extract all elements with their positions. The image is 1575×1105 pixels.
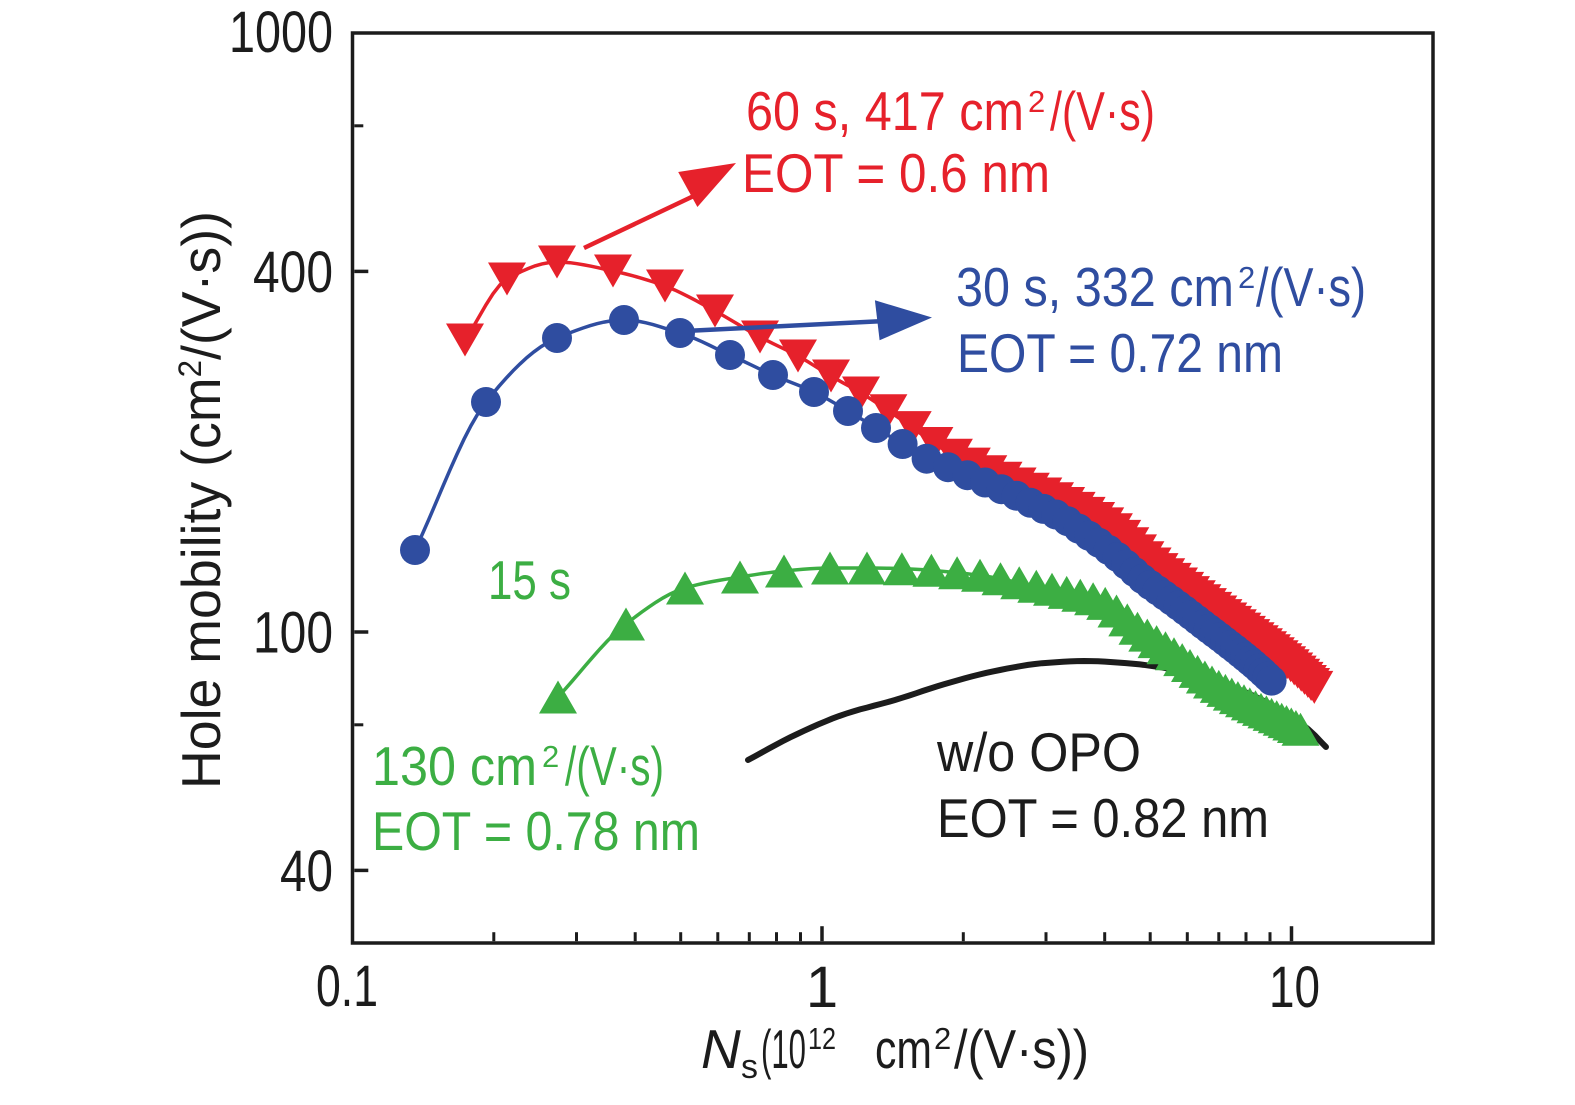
svg-text:EOT = 0.72 nm: EOT = 0.72 nm [957, 322, 1283, 384]
svg-text:N: N [701, 1018, 741, 1080]
svg-text:40: 40 [280, 839, 333, 904]
svg-text:12: 12 [808, 1021, 836, 1056]
svg-text:EOT = 0.78 nm: EOT = 0.78 nm [372, 800, 700, 862]
svg-text:30 s, 332 cm: 30 s, 332 cm [956, 256, 1234, 318]
svg-text:/(V·s): /(V·s) [1256, 256, 1366, 318]
svg-text:1000: 1000 [229, 0, 333, 65]
svg-text:400: 400 [253, 240, 333, 305]
svg-text:s: s [741, 1048, 758, 1086]
svg-text:EOT = 0.82 nm: EOT = 0.82 nm [937, 787, 1269, 849]
svg-text:1: 1 [806, 955, 838, 1020]
svg-text:/(V·s): /(V·s) [565, 735, 664, 797]
svg-text:2: 2 [542, 739, 559, 774]
svg-text:15 s: 15 s [488, 549, 571, 611]
svg-text:0.1: 0.1 [316, 954, 378, 1019]
svg-text:2: 2 [1028, 84, 1045, 119]
svg-text:/(V·s): /(V·s) [1050, 80, 1155, 142]
svg-text:130 cm: 130 cm [372, 735, 537, 797]
svg-text:2: 2 [1238, 260, 1255, 295]
svg-text:(10: (10 [761, 1018, 806, 1080]
svg-text:60 s, 417 cm: 60 s, 417 cm [746, 80, 1024, 142]
svg-text:100: 100 [253, 601, 333, 666]
svg-text:EOT = 0.6 nm: EOT = 0.6 nm [742, 142, 1050, 204]
svg-text:cm: cm [875, 1018, 932, 1080]
svg-text:2: 2 [934, 1021, 951, 1056]
svg-text:w/o OPO: w/o OPO [936, 721, 1141, 783]
svg-text:Hole mobility (cm2/(V·s)): Hole mobility (cm2/(V·s)) [170, 211, 232, 789]
svg-text:10: 10 [1269, 955, 1320, 1020]
svg-text:/(V·s)): /(V·s)) [954, 1018, 1089, 1080]
